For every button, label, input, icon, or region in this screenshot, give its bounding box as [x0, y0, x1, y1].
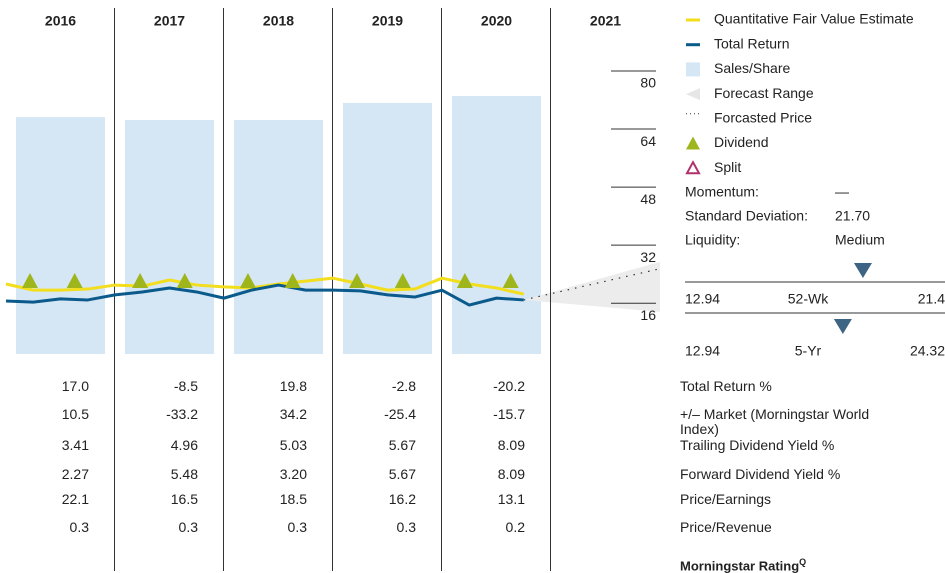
table-cell: 22.1 [61, 491, 89, 507]
table-cell: -20.2 [493, 378, 525, 394]
row-label: Total Return % [680, 378, 772, 394]
table-cell: 0.3 [396, 519, 416, 535]
rating-sup: Q [799, 557, 807, 567]
table-cell: -8.5 [173, 378, 198, 394]
y-tick-label: 80 [640, 75, 656, 91]
legend-swatch [685, 160, 701, 175]
year-label: 2017 [154, 13, 185, 29]
table-cell: 2.27 [61, 466, 89, 482]
table-cell: 8.09 [497, 437, 525, 453]
table-cell: -33.2 [166, 406, 198, 422]
table-cell: 5.67 [388, 466, 416, 482]
legend-label: Forcasted Price [714, 110, 812, 126]
sales-bar [234, 119, 323, 354]
y-tick-label: 64 [640, 133, 656, 149]
dividend-marker [502, 273, 519, 288]
table-cell: 5.03 [279, 437, 307, 453]
table-cell: 4.96 [170, 437, 198, 453]
y-tick-label: 48 [640, 191, 656, 207]
range-marker [833, 319, 852, 334]
table-cell: 10.5 [61, 406, 89, 422]
sales-bar [16, 117, 105, 354]
dividend-marker [284, 273, 301, 288]
legend-swatch [686, 136, 700, 150]
table-cell: 3.41 [61, 437, 89, 453]
table-cell: 8.09 [497, 466, 525, 482]
row-label: Trailing Dividend Yield % [680, 437, 835, 453]
dividend-marker [348, 273, 365, 288]
row-label: Price/Revenue [680, 519, 772, 535]
table-cell: -2.8 [391, 378, 416, 394]
year-label: 2016 [45, 13, 76, 29]
forecast-range [523, 261, 660, 312]
table-cell: 5.67 [388, 437, 416, 453]
range-label: 52-Wk [788, 291, 829, 307]
table-cell: -15.7 [493, 406, 525, 422]
table-cell: 0.3 [287, 519, 307, 535]
year-label: 2018 [263, 13, 294, 29]
range-high: 24.32 [910, 343, 945, 359]
legend-label: Split [714, 159, 741, 175]
dividend-marker [394, 273, 411, 288]
table-cell: 17.0 [61, 378, 89, 394]
dividend-marker [176, 273, 193, 288]
year-label: 2020 [481, 13, 512, 29]
y-tick-label: 16 [640, 307, 656, 323]
year-label: 2021 [590, 13, 621, 29]
sales-bar [343, 102, 432, 354]
range-low: 12.94 [685, 343, 720, 359]
legend-swatch [686, 62, 700, 77]
rating-label: Morningstar RatingQ [680, 557, 807, 573]
legend-label: Quantitative Fair Value Estimate [714, 11, 914, 27]
row-label: Price/Earnings [680, 491, 772, 507]
dividend-marker [21, 273, 38, 288]
legend-label: Forecast Range [714, 85, 814, 101]
series-line [5, 283, 524, 307]
dividend-marker [132, 273, 149, 288]
range-high: 21.4 [918, 291, 945, 307]
table-cell: -25.4 [384, 406, 416, 422]
table-cell: 18.5 [279, 491, 307, 507]
row-label: Forward Dividend Yield % [680, 466, 841, 482]
table-cell: 0.2 [505, 519, 525, 535]
year-label: 2019 [372, 13, 403, 29]
sales-bar [452, 96, 541, 355]
table-cell: 0.3 [178, 519, 198, 535]
legend-label: Dividend [714, 134, 768, 150]
forecast-price [523, 268, 661, 301]
stat-value: Medium [835, 232, 885, 248]
stat-label: Momentum: [685, 184, 759, 200]
table-cell: 13.1 [497, 491, 525, 507]
stat-label: Standard Deviation: [685, 208, 808, 224]
dividend-marker [239, 273, 256, 288]
table-cell: 16.5 [170, 491, 198, 507]
legend-label: Total Return [714, 35, 789, 51]
table-cell: 3.20 [279, 466, 307, 482]
stat-label: Liquidity: [685, 232, 740, 248]
sales-bar [125, 119, 214, 354]
dividend-marker [66, 273, 83, 288]
row-label: +/– Market (Morningstar World Index) [680, 406, 870, 437]
table-cell: 0.3 [69, 519, 89, 535]
range-marker [853, 263, 872, 278]
y-tick-label: 32 [640, 249, 656, 265]
legend-label: Sales/Share [714, 60, 790, 76]
series-line [5, 276, 525, 296]
legend-swatch [686, 88, 700, 101]
stat-value: 21.70 [835, 208, 870, 224]
table-cell: 34.2 [279, 406, 307, 422]
stat-value: — [835, 184, 849, 200]
table-cell: 19.8 [279, 378, 307, 394]
range-low: 12.94 [685, 291, 720, 307]
table-cell: 16.2 [388, 491, 416, 507]
range-label: 5-Yr [795, 343, 822, 359]
dividend-marker [456, 273, 473, 288]
table-cell: 5.48 [170, 466, 198, 482]
